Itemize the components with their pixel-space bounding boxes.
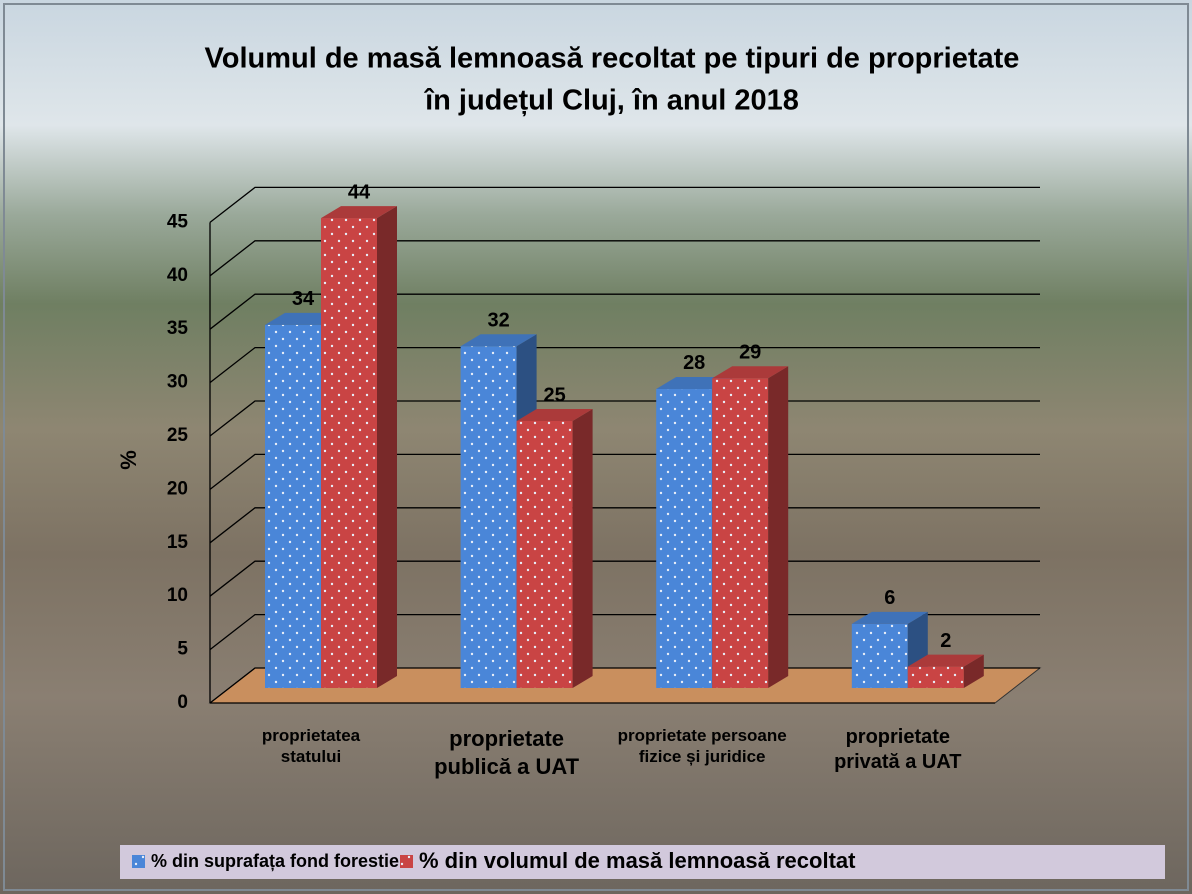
x-tick-label: proprietate privată a UAT bbox=[834, 726, 962, 773]
value-label: 2 bbox=[940, 630, 951, 652]
value-label: 28 bbox=[683, 352, 705, 374]
grid-line bbox=[209, 346, 1040, 384]
y-tick-label: 20 bbox=[167, 478, 188, 499]
bar-top bbox=[321, 206, 397, 219]
y-axis-label: % bbox=[116, 450, 141, 470]
bar-front bbox=[321, 218, 377, 688]
bar-top bbox=[516, 409, 593, 421]
y-tick-label: 25 bbox=[167, 425, 189, 446]
bar-front bbox=[265, 324, 321, 688]
value-label: 25 bbox=[543, 384, 565, 406]
legend-box bbox=[120, 845, 1165, 879]
y-tick-label: 40 bbox=[167, 265, 188, 286]
bar bbox=[321, 206, 397, 688]
y-tick-label: 0 bbox=[177, 692, 188, 713]
frame bbox=[3, 3, 1189, 891]
bar-top bbox=[712, 366, 789, 379]
bar-front bbox=[851, 623, 908, 688]
bar-side bbox=[963, 654, 984, 688]
bar-side bbox=[572, 409, 593, 688]
x-tick-label: proprietate publică a UAT bbox=[434, 726, 580, 779]
y-tick-label: 45 bbox=[167, 211, 189, 232]
y-tick-label: 10 bbox=[167, 585, 188, 606]
value-label: 29 bbox=[739, 342, 761, 364]
bar-top bbox=[851, 611, 928, 624]
grid-line bbox=[209, 240, 1040, 277]
bar-front bbox=[656, 388, 713, 688]
x-tick-label: proprietate persoane fizice și juridice bbox=[617, 726, 787, 767]
bar-top bbox=[907, 654, 984, 667]
legend-label: % din volumul de masă lemnoasă recoltat bbox=[419, 848, 856, 873]
chart-subtitle: în județul Cluj, în anul 2018 bbox=[423, 85, 799, 117]
bar bbox=[516, 409, 593, 688]
bar-top bbox=[460, 334, 537, 347]
bar-front bbox=[712, 378, 769, 688]
y-tick-label: 5 bbox=[177, 639, 188, 660]
value-label: 44 bbox=[348, 181, 371, 203]
bar-front bbox=[516, 421, 573, 688]
bar-front bbox=[460, 346, 517, 688]
bar bbox=[712, 366, 789, 688]
y-tick-label: 30 bbox=[167, 372, 188, 393]
legend-swatch bbox=[132, 855, 145, 868]
value-label: 6 bbox=[884, 587, 895, 609]
chart-title: Volumul de masă lemnoasă recoltat pe tip… bbox=[205, 43, 1020, 75]
x-tick-label: proprietatea statului bbox=[261, 726, 361, 767]
bar bbox=[907, 654, 984, 688]
y-tick-label: 35 bbox=[167, 318, 189, 339]
grid-line bbox=[209, 186, 1040, 223]
bar-front bbox=[907, 666, 964, 688]
bar-side bbox=[768, 366, 789, 688]
value-label: 32 bbox=[487, 310, 509, 332]
legend-label: % din suprafața fond forestier bbox=[151, 851, 406, 871]
y-tick-label: 15 bbox=[167, 532, 189, 553]
bar-side bbox=[377, 206, 397, 688]
legend-swatch bbox=[400, 855, 413, 868]
value-label: 34 bbox=[292, 288, 315, 310]
grid-line bbox=[209, 293, 1040, 330]
